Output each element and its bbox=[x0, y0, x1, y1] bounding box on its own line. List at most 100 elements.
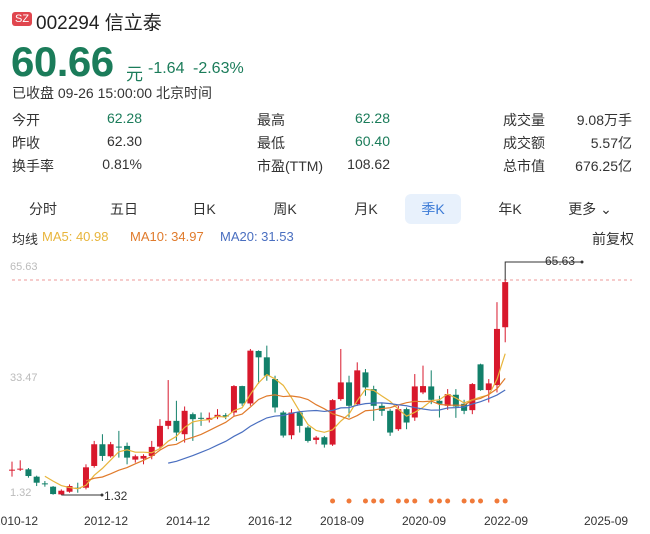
candle-body bbox=[288, 412, 295, 436]
candle-body bbox=[206, 417, 213, 420]
stat-label: 成交量 bbox=[503, 112, 545, 128]
candle-body bbox=[239, 386, 246, 404]
stat-label: 最高 bbox=[257, 112, 285, 128]
tab-0[interactable]: 分时 bbox=[20, 194, 66, 224]
candle-body bbox=[313, 437, 320, 440]
tab-label: 日K bbox=[192, 201, 216, 217]
dividend-marker bbox=[362, 498, 368, 504]
tab-7[interactable]: 更多 ⌄ bbox=[567, 194, 613, 224]
candle-body bbox=[255, 350, 262, 358]
stat-label: 最低 bbox=[257, 135, 285, 151]
candle-body bbox=[124, 445, 131, 458]
stat-label: 成交额 bbox=[503, 135, 545, 151]
dividend-marker bbox=[461, 498, 467, 504]
stock-name: 信立泰 bbox=[104, 13, 162, 34]
exchange-badge: SZ bbox=[12, 12, 33, 26]
candle-body bbox=[247, 350, 254, 404]
tab-2[interactable]: 日K bbox=[181, 194, 227, 224]
tab-label: 月K bbox=[354, 201, 378, 217]
dividend-marker bbox=[494, 498, 500, 504]
dividend-marker bbox=[346, 498, 352, 504]
candle-body bbox=[58, 490, 65, 495]
candle-body bbox=[304, 427, 311, 441]
candle-body bbox=[9, 469, 15, 471]
dividend-marker bbox=[330, 498, 336, 504]
x-tick-label: 2022-09 bbox=[484, 514, 529, 528]
ma5-value: MA5: 40.98 bbox=[42, 229, 109, 244]
min-annotation-dot bbox=[100, 493, 104, 497]
candle-body bbox=[337, 382, 344, 400]
candle-body bbox=[140, 455, 147, 459]
chevron-down-icon: ⌄ bbox=[596, 201, 612, 217]
candle-body bbox=[25, 469, 32, 477]
stat-value: 62.28 bbox=[354, 110, 390, 126]
stat-value: 108.62 bbox=[347, 156, 390, 172]
stock-title: 002294 信立泰 bbox=[36, 8, 162, 35]
ma-label: 均线 bbox=[12, 232, 39, 247]
candle-body bbox=[156, 425, 163, 447]
tab-label: 更多 bbox=[568, 201, 597, 217]
candle-body bbox=[41, 483, 48, 485]
x-tick-label: 2025-09 bbox=[584, 514, 629, 528]
stat-value: 5.57亿 bbox=[590, 135, 632, 151]
candle-body bbox=[198, 417, 205, 419]
candle-body bbox=[444, 394, 451, 406]
adjust-mode-button[interactable]: 前复权 bbox=[592, 231, 634, 247]
tab-4[interactable]: 月K bbox=[343, 194, 389, 224]
price-change: -1.64 bbox=[148, 60, 185, 77]
candle-body bbox=[477, 364, 484, 391]
x-tick-label: 2016-12 bbox=[248, 514, 293, 528]
dividend-marker bbox=[379, 498, 385, 504]
candle-body bbox=[280, 412, 287, 436]
candle-body bbox=[115, 446, 122, 448]
dividend-marker bbox=[404, 498, 410, 504]
price-unit: 元 bbox=[126, 65, 143, 84]
tab-label: 五日 bbox=[110, 201, 138, 217]
candle-body bbox=[354, 370, 361, 405]
tab-label: 季K bbox=[421, 201, 445, 217]
candle-body bbox=[173, 420, 180, 433]
ma20-line bbox=[168, 389, 506, 464]
stock-code: 002294 bbox=[36, 13, 100, 34]
tab-5[interactable]: 季K bbox=[405, 194, 461, 224]
dividend-marker bbox=[395, 498, 401, 504]
dividend-marker bbox=[445, 498, 451, 504]
stat-value: 62.28 bbox=[106, 110, 142, 126]
dividend-marker bbox=[436, 498, 442, 504]
stat-value: 9.08万手 bbox=[576, 112, 632, 128]
stat-label: 市盈(TTM) bbox=[257, 158, 324, 174]
tab-1[interactable]: 五日 bbox=[101, 194, 147, 224]
candle-body bbox=[272, 379, 279, 408]
candle-body bbox=[165, 420, 172, 426]
tab-label: 周K bbox=[273, 201, 297, 217]
candle-body bbox=[181, 410, 188, 435]
tab-label: 分时 bbox=[29, 201, 57, 217]
y-label-min: 1.32 bbox=[10, 487, 32, 499]
candle-body bbox=[82, 467, 89, 488]
candle-body bbox=[329, 400, 336, 445]
candle-body bbox=[91, 444, 98, 466]
tab-6[interactable]: 年K bbox=[487, 194, 533, 224]
stat-label: 昨收 bbox=[12, 135, 40, 151]
min-price-annotation: 1.32 bbox=[104, 489, 128, 503]
candle-body bbox=[148, 446, 155, 456]
candle-body bbox=[387, 410, 394, 433]
candle-body bbox=[17, 468, 24, 470]
candle-body bbox=[107, 444, 114, 457]
ma20-value: MA20: 31.53 bbox=[220, 229, 294, 244]
candle-body bbox=[370, 389, 377, 406]
x-tick-label: 2020-09 bbox=[402, 514, 447, 528]
market-status: 已收盘 09-26 15:00:00 北京时间 bbox=[12, 85, 212, 101]
dividend-marker bbox=[469, 498, 475, 504]
candle-body bbox=[66, 486, 73, 492]
price-change-pct: -2.63% bbox=[193, 60, 244, 77]
x-tick-label: 2012-12 bbox=[84, 514, 129, 528]
candle-body bbox=[485, 383, 492, 391]
stat-label: 换手率 bbox=[12, 158, 54, 174]
tab-3[interactable]: 周K bbox=[262, 194, 308, 224]
candle-body bbox=[411, 386, 418, 418]
candle-body bbox=[99, 444, 106, 456]
dividend-marker bbox=[412, 498, 418, 504]
candle-body bbox=[132, 456, 139, 460]
